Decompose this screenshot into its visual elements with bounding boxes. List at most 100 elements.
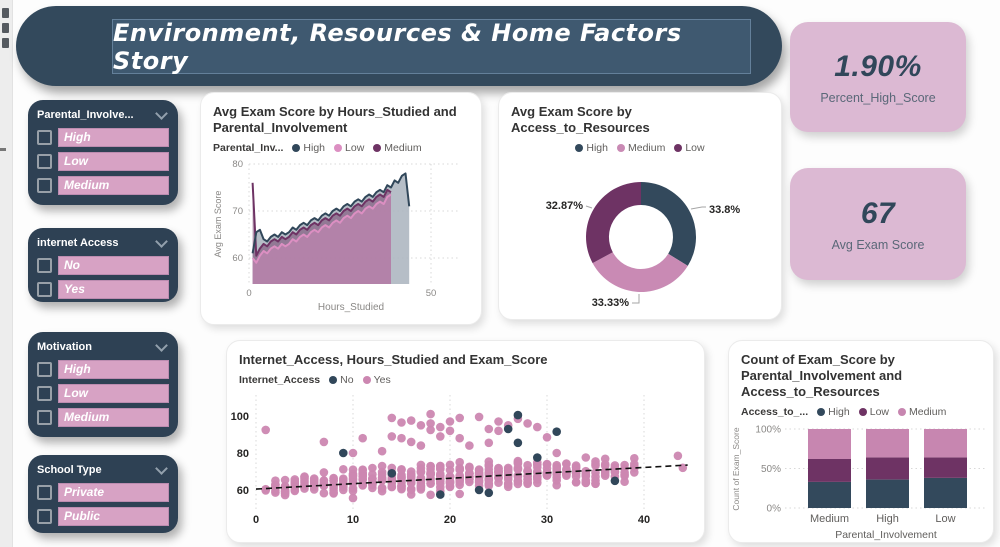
slicer-option-label[interactable]: Public — [58, 507, 169, 526]
legend-dot-icon — [373, 144, 382, 152]
bar-segment-low-high[interactable] — [924, 478, 967, 508]
checkbox[interactable] — [37, 509, 52, 524]
slicer-option-no[interactable]: No — [37, 256, 169, 275]
scatter-points-yes[interactable] — [261, 409, 688, 503]
svg-text:Count of Exam_Score: Count of Exam_Score — [731, 427, 741, 510]
scatter-chart-title: Internet_Access, Hours_Studied and Exam_… — [239, 352, 548, 367]
bar-segment-low-low[interactable] — [924, 457, 967, 478]
bar-segment-high-low[interactable] — [866, 457, 909, 480]
legend-item-yes: Yes — [362, 374, 391, 386]
canvas-edge-artifact — [2, 23, 9, 33]
donut-slice-medium[interactable] — [592, 252, 688, 292]
chevron-down-icon[interactable] — [155, 234, 168, 248]
slicer-title: Motivation — [37, 341, 92, 353]
scatter-chart-plot[interactable]: 0 10 20 30 40 100 80 60 — [227, 387, 706, 542]
slicer-option-high[interactable]: High — [37, 128, 169, 147]
slicer-school-type: School Type Private Public — [28, 455, 178, 533]
slicer-option-medium[interactable]: Medium — [37, 176, 169, 195]
svg-text:Avg Exam Score: Avg Exam Score — [213, 191, 223, 258]
legend-dot-icon — [575, 144, 584, 152]
checkbox[interactable] — [37, 154, 52, 169]
kpi-avg-exam-score: 67 Avg Exam Score — [790, 168, 966, 280]
bar-segment-medium-high[interactable] — [808, 481, 851, 508]
svg-text:33.8%: 33.8% — [709, 204, 740, 216]
svg-text:60: 60 — [232, 253, 243, 264]
scatter-chart-card: Internet_Access, Hours_Studied and Exam_… — [226, 340, 705, 543]
legend-dot-icon — [334, 144, 343, 152]
checkbox[interactable] — [37, 258, 52, 273]
bar-chart-title: Count of Exam_Score by Parental_Involvem… — [741, 352, 903, 399]
legend-dot-icon — [858, 408, 867, 416]
slicer-option-label[interactable]: Yes — [58, 280, 169, 299]
slicer-option-private[interactable]: Private — [37, 483, 169, 502]
legend-dot-icon — [329, 376, 338, 384]
bar-chart-plot[interactable]: 100% 50% 0% Count of Exam_Score Medium High Lo… — [729, 425, 995, 543]
slicer-option-label[interactable]: Medium — [58, 176, 169, 195]
bar-chart-card: Count of Exam_Score by Parental_Involvem… — [728, 340, 994, 543]
slicer-option-label[interactable]: Low — [58, 384, 169, 403]
slicer-option-label[interactable]: Private — [58, 483, 169, 502]
slicer-option-low[interactable]: Low — [37, 384, 169, 403]
slicer-option-label[interactable]: High — [58, 360, 169, 379]
checkbox[interactable] — [37, 178, 52, 193]
svg-text:Low: Low — [935, 513, 955, 525]
slicer-option-yes[interactable]: Yes — [37, 280, 169, 299]
checkbox[interactable] — [37, 362, 52, 377]
slicer-option-high[interactable]: High — [37, 360, 169, 379]
checkbox[interactable] — [37, 485, 52, 500]
area-chart-legend: Parental_Inv... High Low Medium — [213, 142, 469, 154]
slicer-title: School Type — [37, 464, 102, 476]
checkbox[interactable] — [37, 386, 52, 401]
slicer-option-label[interactable]: Medium — [58, 408, 169, 427]
chevron-down-icon[interactable] — [155, 461, 168, 475]
legend-item-high: High — [575, 142, 608, 154]
legend-dot-icon — [817, 408, 826, 416]
donut-slice-low[interactable] — [586, 182, 641, 264]
svg-text:50: 50 — [426, 288, 437, 299]
checkbox[interactable] — [37, 130, 52, 145]
slicer-title: internet Access — [37, 237, 119, 249]
svg-text:0%: 0% — [767, 504, 782, 515]
kpi-value: 1.90% — [834, 49, 922, 83]
legend-title: Access_to_... — [741, 406, 809, 418]
scatter-chart-legend: Internet_Access No Yes — [239, 374, 692, 386]
slicer-option-low[interactable]: Low — [37, 152, 169, 171]
canvas-edge-artifact — [2, 8, 9, 18]
checkbox[interactable] — [37, 282, 52, 297]
slicer-title: Parental_Involve... — [37, 109, 134, 121]
legend-dot-icon — [898, 408, 906, 416]
legend-dot-icon — [292, 144, 301, 152]
svg-text:40: 40 — [638, 514, 650, 526]
donut-chart-plot[interactable]: 33.8% 33.33% 32.87% — [499, 157, 783, 315]
bar-segment-low-medium[interactable] — [924, 429, 967, 458]
donut-slice-high[interactable] — [641, 182, 697, 266]
bar-segment-medium-medium[interactable] — [808, 429, 851, 459]
slicer-option-medium[interactable]: Medium — [37, 408, 169, 427]
slicer-motivation: Motivation High Low Medium — [28, 332, 178, 437]
svg-text:70: 70 — [232, 206, 243, 217]
canvas-edge-artifact — [2, 38, 9, 48]
svg-text:32.87%: 32.87% — [546, 200, 584, 212]
checkbox[interactable] — [37, 410, 52, 425]
bar-segment-medium-low[interactable] — [808, 459, 851, 482]
svg-text:100%: 100% — [755, 425, 781, 436]
bar-segment-high-high[interactable] — [866, 479, 909, 508]
svg-text:80: 80 — [232, 159, 243, 170]
legend-dot-icon — [362, 376, 371, 384]
legend-item-medium: Medium — [373, 142, 422, 154]
slicer-option-label[interactable]: No — [58, 256, 169, 275]
bar-segment-high-medium[interactable] — [866, 429, 909, 458]
slicer-option-label[interactable]: Low — [58, 152, 169, 171]
slicer-option-public[interactable]: Public — [37, 507, 169, 526]
donut-chart-card: Avg Exam Score by Access_to_Resources Hi… — [498, 92, 782, 320]
chevron-down-icon[interactable] — [155, 338, 168, 352]
legend-item-low: Low — [334, 142, 364, 154]
slicer-option-label[interactable]: High — [58, 128, 169, 147]
area-chart-plot[interactable]: 80 70 60 0 50 Avg Exam Score Hours_Studied — [213, 157, 471, 317]
donut-chart-legend: High Medium Low — [511, 142, 769, 154]
scatter-points-no[interactable] — [339, 410, 620, 499]
chevron-down-icon[interactable] — [155, 106, 168, 120]
legend-item-low: Low — [858, 406, 889, 418]
page-title: Environment, Resources & Home Factors St… — [113, 18, 682, 75]
